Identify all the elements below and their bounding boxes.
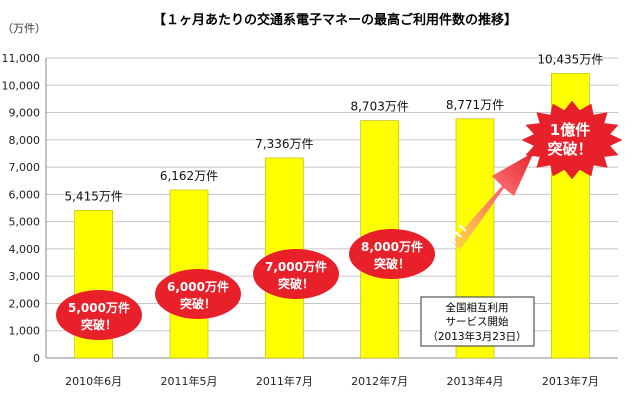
data-labels: 5,415万件 6,162万件 7,336万件 8,703万件 8,771万件 10,43… [64, 52, 603, 203]
data-label: 8,703万件 [350, 100, 408, 114]
y-tick-label: 10,000 [2, 79, 41, 92]
milestone-4-line2: 突破！ [374, 256, 410, 271]
milestone-1-line2: 突破！ [81, 317, 117, 332]
data-label: 10,435万件 [537, 52, 603, 66]
service-start-note: 全国相互利用 サービス開始 （2013年3月23日） [420, 296, 535, 347]
x-tick-label: 2011年5月 [161, 374, 218, 388]
data-label: 5,415万件 [64, 189, 122, 203]
data-label: 8,771万件 [446, 98, 504, 112]
y-tick-label: 0 [33, 352, 40, 365]
y-tick-label: 2,000 [9, 297, 41, 310]
y-tick-label: 4,000 [9, 243, 41, 256]
y-tick-label: 1,000 [9, 325, 41, 338]
note-line2: サービス開始 [446, 315, 509, 328]
y-tick-label: 7,000 [9, 161, 41, 174]
burst-line1: 1億件 [550, 121, 590, 139]
y-tick-label: 6,000 [9, 188, 41, 201]
note-line1: 全国相互利用 [446, 301, 509, 314]
milestone-burst: 1億件 突破！ [521, 100, 623, 180]
x-tick-label: 2013年4月 [447, 374, 504, 388]
y-tick-label: 5,000 [9, 216, 41, 229]
gridlines [46, 57, 618, 332]
y-tick-label: 3,000 [9, 270, 41, 283]
x-tick-label: 2012年7月 [351, 374, 408, 388]
x-tick-label: 2011年7月 [256, 374, 313, 388]
data-label: 7,336万件 [255, 137, 313, 151]
axes [45, 58, 618, 359]
milestone-callout-2: 6,000万件 突破！ [155, 269, 241, 319]
data-label: 6,162万件 [160, 169, 218, 183]
growth-arrow [448, 152, 534, 250]
y-tick-labels: 0 1,000 2,000 3,000 4,000 5,000 6,000 7,000 8,00… [2, 52, 41, 365]
note-line3: （2013年3月23日） [427, 330, 526, 343]
y-tick-label: 8,000 [9, 134, 41, 147]
milestone-3-line2: 突破！ [278, 276, 314, 291]
y-axis-unit: （万件） [2, 22, 46, 35]
milestone-1-line1: 5,000万件 [68, 300, 130, 315]
y-tick-label: 11,000 [2, 52, 41, 65]
milestone-2-line2: 突破！ [180, 296, 216, 311]
milestone-callout-4: 8,000万件 突破！ [349, 229, 435, 279]
x-tick-label: 2010年6月 [65, 374, 122, 388]
milestone-callout-3: 7,000万件 突破！ [253, 249, 339, 299]
x-tick-label: 2013年7月 [542, 374, 599, 388]
y-tick-label: 9,000 [9, 107, 41, 120]
milestone-4-line1: 8,000万件 [361, 239, 423, 254]
burst-line2: 突破！ [547, 140, 592, 158]
milestone-3-line1: 7,000万件 [265, 259, 327, 274]
milestone-callout-1: 5,000万件 突破！ [56, 290, 142, 340]
milestone-2-line1: 6,000万件 [167, 279, 229, 294]
x-tick-labels: 2010年6月 2011年5月 2011年7月 2012年7月 2013年4月 2013年… [65, 374, 599, 388]
chart-title: 【１ヶ月あたりの交通系電子マネーの最高ご利用件数の推移】 [153, 12, 517, 28]
